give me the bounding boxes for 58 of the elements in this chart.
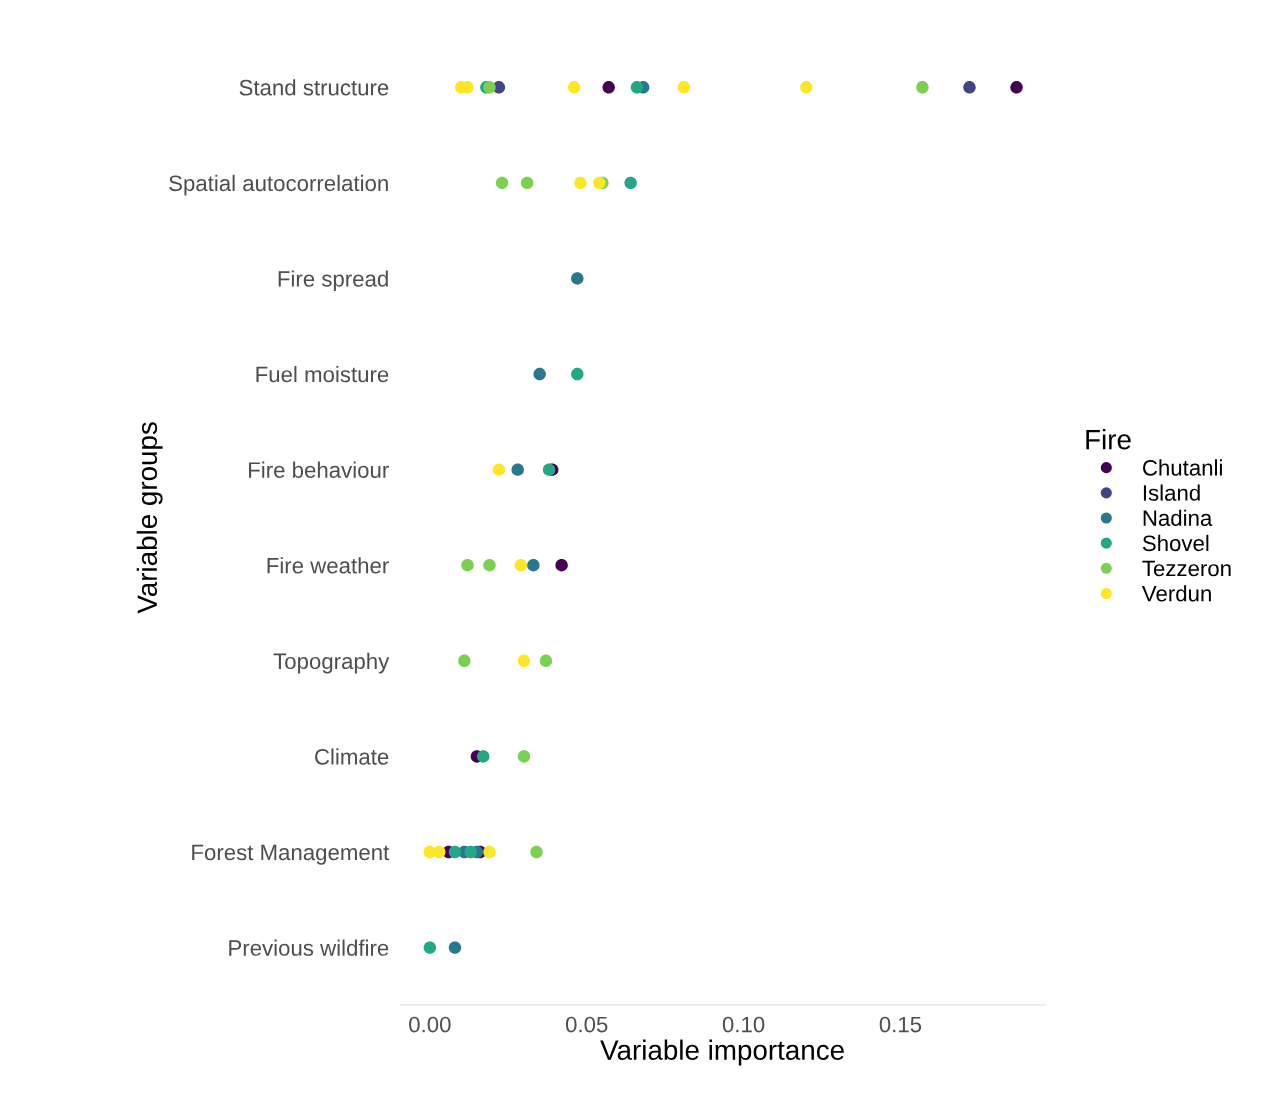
point bbox=[517, 654, 531, 668]
point bbox=[495, 176, 509, 190]
x-axis-title: Variable importance bbox=[600, 1039, 844, 1066]
point bbox=[963, 81, 976, 94]
y-tick-label: Spatial autocorrelation bbox=[169, 174, 388, 196]
x-tick-label: 0.15 bbox=[879, 1016, 922, 1033]
y-tick-label: Forest Management bbox=[192, 844, 390, 865]
point bbox=[533, 367, 546, 381]
point bbox=[461, 559, 474, 572]
legend-label: Tezzeron bbox=[1142, 560, 1231, 577]
point bbox=[423, 941, 437, 954]
point bbox=[448, 845, 462, 859]
point bbox=[630, 81, 644, 94]
y-axis-title: Variable groups bbox=[136, 422, 163, 614]
point bbox=[514, 559, 528, 572]
y-tick-label: Topography bbox=[273, 652, 390, 674]
point bbox=[624, 176, 637, 190]
y-tick-label: Previous wildfire bbox=[229, 939, 389, 956]
point bbox=[483, 845, 496, 859]
legend-label: Shovel bbox=[1142, 534, 1209, 552]
point bbox=[800, 81, 813, 94]
y-tick-label: Fuel moisture bbox=[256, 366, 389, 383]
point bbox=[677, 81, 691, 94]
legend-title: Fire bbox=[1086, 429, 1131, 450]
y-tick-label: Stand structure bbox=[239, 79, 389, 96]
x-tick-label: 0.05 bbox=[565, 1016, 608, 1033]
point bbox=[492, 463, 506, 476]
point bbox=[542, 463, 556, 476]
point bbox=[555, 559, 568, 572]
point bbox=[527, 559, 540, 572]
point bbox=[567, 81, 581, 94]
point bbox=[520, 176, 534, 190]
y-tick-label: Fire weather bbox=[267, 557, 389, 574]
legend-label: Chutanli bbox=[1143, 459, 1222, 476]
point bbox=[483, 559, 496, 572]
x-tick-label: 0.00 bbox=[409, 1016, 451, 1033]
point bbox=[448, 941, 462, 954]
x-tick-label: 0.10 bbox=[722, 1016, 765, 1033]
point bbox=[571, 367, 584, 381]
point bbox=[464, 845, 477, 859]
point bbox=[916, 81, 929, 94]
point bbox=[1010, 81, 1023, 94]
point bbox=[511, 463, 524, 476]
point bbox=[517, 750, 531, 763]
y-tick-label: Fire spread bbox=[278, 270, 388, 292]
point bbox=[433, 845, 446, 859]
point bbox=[530, 845, 543, 859]
y-tick-label: Climate bbox=[315, 748, 389, 765]
point bbox=[571, 272, 584, 285]
legend-label: Island bbox=[1143, 484, 1200, 501]
point bbox=[458, 654, 471, 668]
legend-label: Nadina bbox=[1143, 509, 1213, 526]
point bbox=[476, 750, 490, 763]
legend-label: Verdun bbox=[1141, 585, 1211, 602]
point bbox=[539, 654, 553, 668]
point bbox=[574, 176, 587, 190]
y-tick-label: Fire behaviour bbox=[249, 461, 389, 478]
point bbox=[602, 81, 615, 94]
